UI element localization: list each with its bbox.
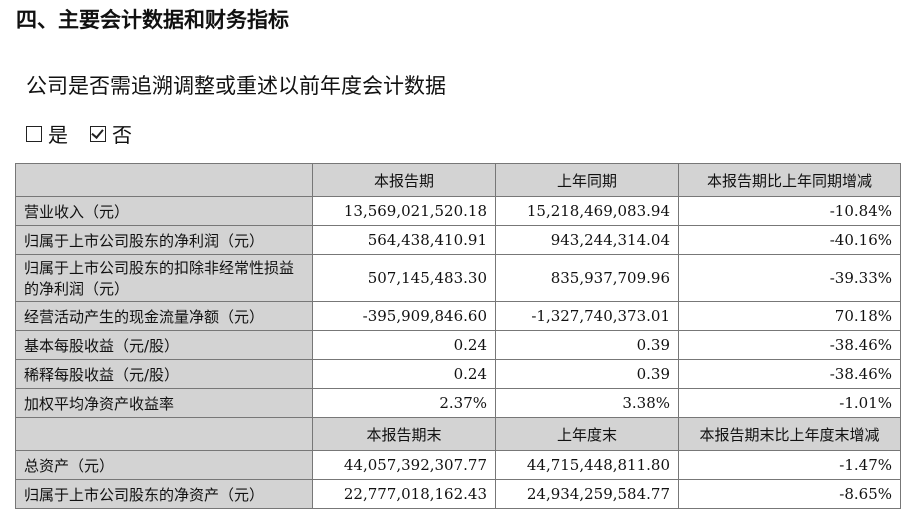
- cell-value: -39.33%: [678, 254, 901, 302]
- cell-value: -1.47%: [678, 450, 901, 480]
- column-header: 本报告期末: [312, 417, 496, 451]
- row-label: 归属于上市公司股东的净资产（元）: [15, 479, 313, 509]
- checkbox-yes[interactable]: [26, 125, 42, 142]
- cell-value: 0.39: [495, 359, 679, 389]
- cell-value: -8.65%: [678, 479, 901, 509]
- option-yes-label: 是: [48, 123, 68, 147]
- cell-value: 70.18%: [678, 301, 901, 331]
- column-header: 本报告期末比上年度末增减: [678, 417, 901, 451]
- table-row: 经营活动产生的现金流量净额（元） -395,909,846.60 -1,327,74…: [15, 301, 901, 331]
- cell-value: 507,145,483.30: [312, 254, 496, 302]
- cell-value: 22,777,018,162.43: [312, 479, 496, 509]
- column-header: 上年同期: [495, 163, 679, 197]
- table-row: 归属于上市公司股东的净利润（元） 564,438,410.91 943,244,31…: [15, 225, 901, 255]
- row-label: 总资产（元）: [15, 450, 313, 480]
- column-header: [15, 163, 313, 197]
- cell-value: 2.37%: [312, 388, 496, 418]
- cell-value: 835,937,709.96: [495, 254, 679, 302]
- row-label: 基本每股收益（元/股）: [15, 330, 313, 360]
- table-row: 加权平均净资产收益率 2.37% 3.38% -1.01%: [15, 388, 901, 418]
- cell-value: 943,244,314.04: [495, 225, 679, 255]
- table-row: 归属于上市公司股东的净资产（元） 22,777,018,162.43 24,934,…: [15, 479, 901, 509]
- cell-value: 15,218,469,083.94: [495, 196, 679, 226]
- row-label: 加权平均净资产收益率: [15, 388, 313, 418]
- column-header: 本报告期比上年同期增减: [678, 163, 901, 197]
- cell-value: 0.24: [312, 330, 496, 360]
- option-no-label: 否: [112, 123, 132, 147]
- column-header: [15, 417, 313, 451]
- cell-value: 564,438,410.91: [312, 225, 496, 255]
- restatement-question: 公司是否需追溯调整或重述以前年度会计数据: [26, 74, 446, 98]
- cell-value: -40.16%: [678, 225, 901, 255]
- row-label: 归属于上市公司股东的净利润（元）: [15, 225, 313, 255]
- cell-value: 0.39: [495, 330, 679, 360]
- cell-value: 44,057,392,307.77: [312, 450, 496, 480]
- cell-value: 0.24: [312, 359, 496, 389]
- table-header-row: 本报告期 上年同期 本报告期比上年同期增减: [15, 163, 901, 197]
- table-header-row: 本报告期末 上年度末 本报告期末比上年度末增减: [15, 417, 901, 451]
- row-label: 营业收入（元）: [15, 196, 313, 226]
- table-row: 基本每股收益（元/股） 0.24 0.39 -38.46%: [15, 330, 901, 360]
- cell-value: -1,327,740,373.01: [495, 301, 679, 331]
- row-label: 稀释每股收益（元/股）: [15, 359, 313, 389]
- row-label: 归属于上市公司股东的扣除非经常性损益的净利润（元）: [15, 254, 313, 302]
- section-title: 四、主要会计数据和财务指标: [16, 8, 289, 32]
- cell-value: -10.84%: [678, 196, 901, 226]
- table-row: 营业收入（元） 13,569,021,520.18 15,218,469,083.9…: [15, 196, 901, 226]
- cell-value: 44,715,448,811.80: [495, 450, 679, 480]
- financial-indicators-table: 本报告期 上年同期 本报告期比上年同期增减 营业收入（元） 13,569,021,520…: [15, 163, 901, 509]
- cell-value: -395,909,846.60: [312, 301, 496, 331]
- table-row: 归属于上市公司股东的扣除非经常性损益的净利润（元） 507,145,483.30 8…: [15, 254, 901, 302]
- table-row: 稀释每股收益（元/股） 0.24 0.39 -38.46%: [15, 359, 901, 389]
- table-row: 总资产（元） 44,057,392,307.77 44,715,448,811.80…: [15, 450, 901, 480]
- column-header: 本报告期: [312, 163, 496, 197]
- column-header: 上年度末: [495, 417, 679, 451]
- cell-value: 3.38%: [495, 388, 679, 418]
- cell-value: -38.46%: [678, 359, 901, 389]
- cell-value: -1.01%: [678, 388, 901, 418]
- cell-value: 13,569,021,520.18: [312, 196, 496, 226]
- checkbox-no-checked[interactable]: [90, 125, 106, 142]
- cell-value: -38.46%: [678, 330, 901, 360]
- row-label: 经营活动产生的现金流量净额（元）: [15, 301, 313, 331]
- restatement-options: 是 否: [26, 119, 132, 148]
- cell-value: 24,934,259,584.77: [495, 479, 679, 509]
